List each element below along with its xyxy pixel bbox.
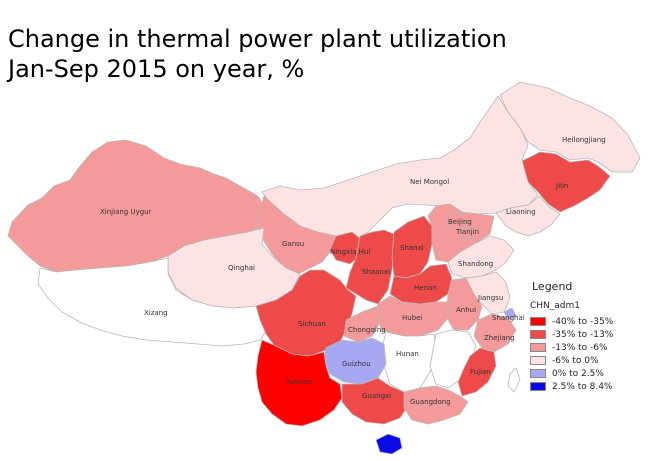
legend-item: -40% to -35% [530,315,613,328]
region-jilin [519,151,611,213]
label-fujian: Fujian [470,368,491,376]
region-neimongol [261,95,539,241]
region-hunan [381,331,437,393]
region-taiwan [507,367,521,393]
legend-item: -6% to 0% [530,354,613,367]
label-jilin: Jilin [555,182,568,190]
label-guangdong: Guangdong [410,398,451,406]
map-legend: Legend CHN_adm1 -40% to -35% -35% to -13%… [530,280,613,393]
title-line-1: Change in thermal power plant utilizatio… [8,25,507,53]
legend-item: -13% to -6% [530,341,613,354]
legend-label: 0% to 2.5% [552,368,604,379]
legend-label: 2.5% to 8.4% [552,381,613,392]
region-hainan [375,433,403,455]
label-anhui: Anhui [456,306,476,314]
label-shandong: Shandong [458,260,493,268]
label-hunan: Hunan [396,350,419,358]
legend-swatch [530,369,546,378]
label-neimongol: Nei Mongol [410,178,449,186]
legend-label: -6% to 0% [552,355,599,366]
map-title: Change in thermal power plant utilizatio… [8,24,507,84]
legend-label: -40% to -35% [552,316,614,327]
label-guangxi: Guangxi [362,392,391,400]
label-gansu: Gansu [282,240,304,248]
region-beijing [447,211,467,231]
label-heilongjiang: Heilongjiang [562,136,606,144]
legend-item: -35% to -13% [530,328,613,341]
legend-label: -13% to -6% [552,342,608,353]
legend-item: 2.5% to 8.4% [530,380,613,393]
region-chongqing [343,305,381,343]
region-tianjin [461,225,475,241]
legend-layer-name: CHN_adm1 [530,301,581,311]
title-line-2: Jan-Sep 2015 on year, % [8,55,305,83]
region-heilongjiang [499,81,641,173]
label-shanxi: Shanxi [400,244,424,252]
region-guangxi [341,377,409,425]
legend-swatch [530,356,546,365]
region-zhejiang [473,313,517,353]
legend-swatch [530,317,546,326]
region-liaoning [495,195,561,237]
label-beijing: Beijing [448,218,472,226]
label-xizang: Xizang [144,309,168,317]
region-hebei [427,203,495,263]
label-yunnan: Yunnan [285,378,312,386]
label-sichuan: Sichuan [298,320,326,328]
region-shandong [447,235,515,279]
label-shanghai: Shanghai [492,314,525,322]
legend-title: Legend [532,280,573,293]
legend-swatch [530,382,546,391]
label-henan: Henan [414,284,437,292]
legend-item: 0% to 2.5% [530,367,613,380]
region-fujian [457,347,497,397]
legend-items: -40% to -35% -35% to -13% -13% to -6% -6% t… [530,315,613,393]
region-shaanxi [345,229,395,305]
region-guangdong [403,385,469,425]
region-yunnan [255,339,343,427]
label-guizhou: Guizhou [342,360,371,368]
region-anhui [445,277,483,331]
legend-swatch [530,330,546,339]
label-tianjin: Tianjin [455,228,479,236]
label-hubei: Hubei [402,314,422,322]
label-qinghai: Qinghai [228,264,255,272]
region-shanxi [391,215,433,279]
legend-swatch [530,343,546,352]
label-jiangsu: Jiangsu [477,294,503,302]
label-chongqing: Chongqing [348,326,386,334]
label-zhejiang: Zhejiang [484,334,515,342]
region-guizhou [323,337,387,385]
label-xinjiang: Xinjiang Uygur [100,208,152,216]
region-hubei [375,295,449,337]
province-labels: Heilongjiang Jilin Nei Mongol Liaoning X… [100,136,606,406]
legend-label: -35% to -13% [552,329,614,340]
label-ningxia: Ningxia Hui [330,248,370,256]
region-gansu [255,195,337,275]
label-shaanxi: Shaanxi [362,268,390,276]
label-liaoning: Liaoning [506,208,536,216]
